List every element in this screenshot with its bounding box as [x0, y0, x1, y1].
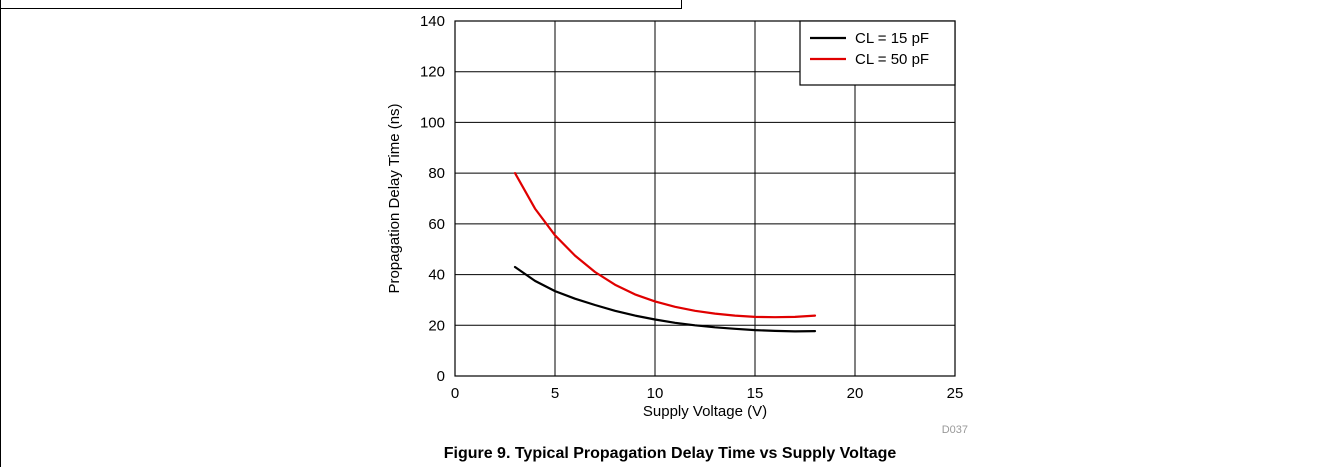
page-frame-top — [0, 8, 681, 9]
y-tick-label-20: 20 — [428, 317, 445, 334]
page-frame-divider — [681, 0, 682, 9]
series-line-0 — [513, 265, 817, 333]
y-tick-label-120: 120 — [420, 64, 445, 81]
x-tick-label-0: 0 — [451, 385, 459, 402]
figure-caption: Figure 9. Typical Propagation Delay Time… — [443, 445, 897, 462]
chart: 0 5 10 15 20 25 0 20 40 60 80 100 120 140 Supply Vol… — [386, 13, 968, 436]
x-axis-label: Supply Voltage (V) — [643, 403, 767, 420]
series-lines — [513, 172, 817, 333]
x-tick-label-10: 10 — [647, 385, 664, 402]
y-tick-label-100: 100 — [420, 114, 445, 131]
x-tick-label-15: 15 — [747, 385, 764, 402]
x-tick-label-25: 25 — [947, 385, 964, 402]
legend: CL = 15 pF CL = 50 pF — [799, 20, 956, 86]
y-tick-label-60: 60 — [428, 216, 445, 233]
y-axis-label: Propagation Delay Time (ns) — [386, 103, 403, 293]
x-tick-label-20: 20 — [847, 385, 864, 402]
legend-box — [799, 20, 956, 86]
x-tick-label-5: 5 — [551, 385, 559, 402]
legend-label-cl-50pf: CL = 50 pF — [855, 51, 929, 68]
y-tick-labels: 0 20 40 60 80 100 120 140 — [420, 13, 445, 385]
series-line-1 — [513, 172, 817, 319]
plot-border — [454, 20, 956, 377]
y-tick-label-40: 40 — [428, 267, 445, 284]
y-tick-label-0: 0 — [437, 368, 445, 385]
x-tick-labels: 0 5 10 15 20 25 — [451, 385, 964, 402]
page-frame-left — [0, 0, 1, 467]
y-tick-label-80: 80 — [428, 165, 445, 182]
legend-label-cl-15pf: CL = 15 pF — [855, 30, 929, 47]
figure-code: D037 — [942, 424, 968, 436]
y-tick-label-140: 140 — [420, 13, 445, 30]
